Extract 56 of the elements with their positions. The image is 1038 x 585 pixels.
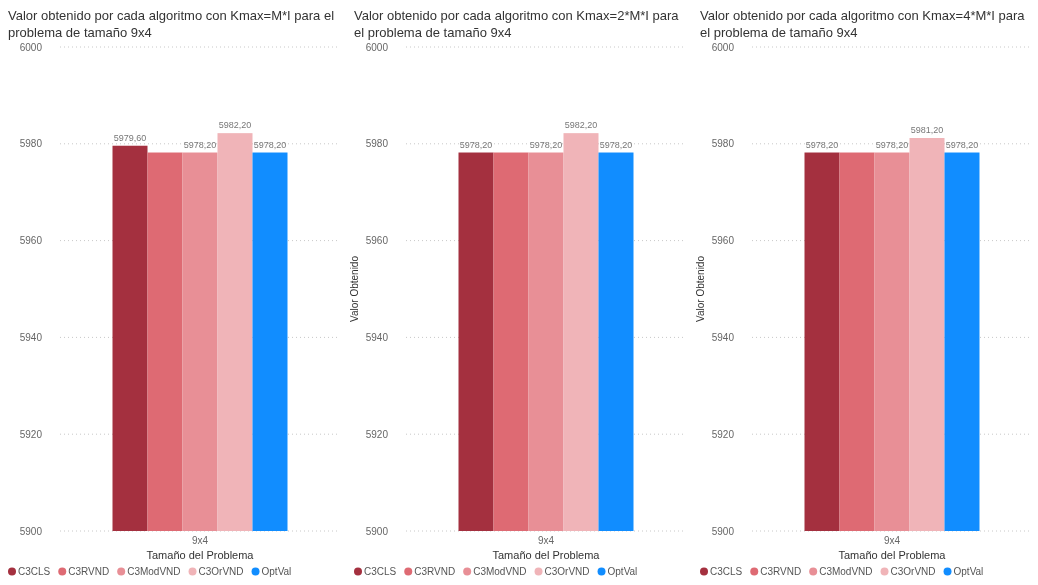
x-tick-label: 9x4 [191, 535, 209, 546]
data-label: 5978,20 [529, 139, 563, 150]
y-tick-label: 5940 [365, 331, 389, 343]
y-axis-title: Valor Obtenido [349, 255, 360, 322]
chart-title: Valor obtenido por cada algoritmo con Kmax=4*M*I para el problema de tamaño 9x4 [700, 8, 1026, 40]
data-label: 5978,20 [253, 139, 287, 150]
legend-label: C3ModVND [819, 566, 873, 577]
legend-label: C3RVND [68, 566, 110, 577]
y-tick-label: 6000 [365, 41, 389, 53]
x-tick-label: 9x4 [537, 535, 555, 546]
data-label: 5982,20 [564, 120, 598, 131]
legend-label: OptVal [261, 566, 292, 577]
y-tick-label: 5900 [711, 525, 735, 537]
y-tick-label: 6000 [711, 41, 735, 53]
data-label: 5978,20 [945, 139, 979, 150]
y-tick-label: 5940 [19, 331, 43, 343]
data-label: 5981,20 [910, 124, 944, 135]
y-tick-label: 5980 [19, 138, 43, 150]
legend-label: C3RVND [760, 566, 802, 577]
data-label: 5978,20 [805, 139, 839, 150]
y-axis-title: Valor Obtenido [695, 255, 706, 322]
legend-label: C3OrVND [198, 566, 244, 577]
legend-label: C3OrVND [890, 566, 936, 577]
x-axis-title: Tamaño del Problema [146, 549, 255, 561]
data-label: 5978,20 [599, 139, 633, 150]
x-axis-title: Tamaño del Problema [838, 549, 947, 561]
y-tick-label: 5900 [365, 525, 389, 537]
legend-label: C3CLS [18, 566, 51, 577]
legend-label: C3RVND [414, 566, 456, 577]
chart-title: Valor obtenido por cada algoritmo con Kmax=2*M*I para el problema de tamaño 9x4 [354, 8, 680, 40]
y-tick-label: 5900 [19, 525, 43, 537]
legend-label: C3CLS [364, 566, 397, 577]
data-label: 5978,20 [875, 139, 909, 150]
data-label: 5978,20 [183, 139, 217, 150]
data-label: 5979,60 [113, 132, 147, 143]
legend-label: C3CLS [710, 566, 743, 577]
legend-label: OptVal [953, 566, 984, 577]
x-axis-title: Tamaño del Problema [492, 549, 601, 561]
y-tick-label: 5960 [711, 235, 735, 247]
legend-label: C3ModVND [127, 566, 181, 577]
data-label: 5978,20 [459, 139, 493, 150]
chart-title: Valor obtenido por cada algoritmo con Kmax=M*I para el problema de tamaño 9x4 [8, 8, 335, 40]
y-tick-label: 6000 [19, 41, 43, 53]
data-label: 5982,20 [218, 120, 252, 131]
y-tick-label: 5940 [711, 331, 735, 343]
y-tick-label: 5980 [711, 138, 735, 150]
y-tick-label: 5960 [365, 235, 389, 247]
y-tick-label: 5980 [365, 138, 389, 150]
x-tick-label: 9x4 [883, 535, 901, 546]
legend-label: C3ModVND [473, 566, 527, 577]
y-tick-label: 5920 [365, 428, 389, 440]
y-tick-label: 5920 [19, 428, 43, 440]
legend-label: C3OrVND [544, 566, 590, 577]
y-tick-label: 5960 [19, 235, 43, 247]
legend-label: OptVal [607, 566, 638, 577]
y-tick-label: 5920 [711, 428, 735, 440]
